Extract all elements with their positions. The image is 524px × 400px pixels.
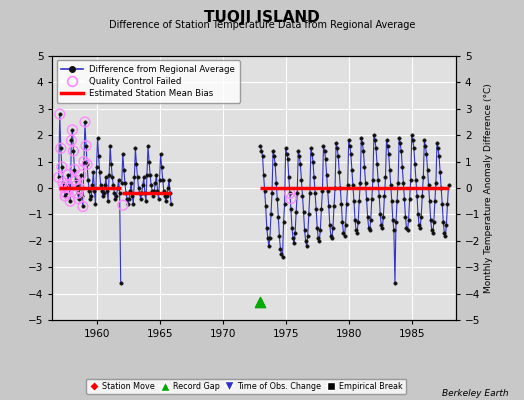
- Point: [56, 111, 64, 117]
- Point: [72, 182, 81, 188]
- Point: [60, 185, 68, 191]
- Y-axis label: Monthly Temperature Anomaly Difference (°C): Monthly Temperature Anomaly Difference (…: [485, 83, 494, 293]
- Point: [83, 161, 91, 168]
- Text: Berkeley Earth: Berkeley Earth: [442, 389, 508, 398]
- Point: [64, 172, 72, 178]
- Text: Difference of Station Temperature Data from Regional Average: Difference of Station Temperature Data f…: [109, 20, 415, 30]
- Point: [80, 158, 88, 165]
- Point: [63, 182, 71, 188]
- Point: [286, 190, 294, 196]
- Point: [256, 298, 265, 305]
- Point: [62, 190, 70, 196]
- Point: [287, 195, 295, 202]
- Point: [69, 148, 78, 154]
- Point: [71, 177, 80, 183]
- Point: [57, 145, 65, 152]
- Point: [77, 172, 85, 178]
- Legend: Station Move, Record Gap, Time of Obs. Change, Empirical Break: Station Move, Record Gap, Time of Obs. C…: [86, 378, 406, 394]
- Legend: Difference from Regional Average, Quality Control Failed, Estimated Station Mean: Difference from Regional Average, Qualit…: [57, 60, 239, 103]
- Point: [58, 164, 66, 170]
- Point: [79, 203, 87, 210]
- Point: [68, 127, 77, 133]
- Point: [81, 119, 89, 125]
- Text: TUOJI ISLAND: TUOJI ISLAND: [204, 10, 320, 25]
- Point: [59, 180, 67, 186]
- Point: [61, 193, 69, 199]
- Point: [66, 198, 74, 204]
- Point: [65, 185, 73, 191]
- Point: [75, 185, 84, 191]
- Point: [67, 137, 75, 144]
- Point: [74, 195, 83, 202]
- Point: [82, 142, 90, 149]
- Point: [73, 190, 82, 196]
- Point: [54, 174, 63, 181]
- Point: [118, 202, 127, 208]
- Point: [70, 166, 79, 173]
